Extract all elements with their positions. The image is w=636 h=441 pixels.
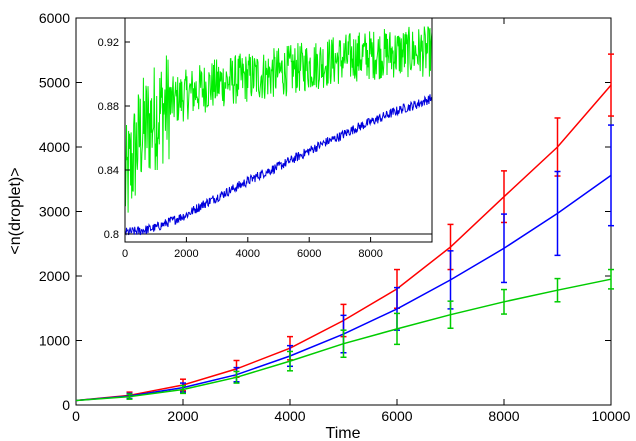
inset-x-tick-label: 0 [122,248,128,260]
inset-plot-frame [124,17,433,243]
y-tick-label: 1000 [39,333,70,349]
inset-y-tick-label: 0.88 [98,101,119,113]
y-tick-label: 6000 [39,10,70,26]
inset-x-tick-label: 8000 [358,248,382,260]
y-axis-label: <n(droplet)> [7,167,24,254]
x-axis-label: Time [326,425,361,441]
x-tick-label: 8000 [488,408,519,424]
y-tick-label: 0 [62,397,70,413]
inset-series-group [124,26,433,236]
inset-axis-ticks: 0 2000 4000 6000 8000 0.8 0.84 0.88 0.92 [98,37,383,260]
x-tick-label: 6000 [381,408,412,424]
inset-x-tick-label: 6000 [297,248,321,260]
inset-x-tick-label: 4000 [236,248,260,260]
inset-y-tick-label: 0.84 [98,165,119,177]
inset-series-line-1 [124,94,433,236]
inset-y-tick-label: 0.92 [98,37,119,49]
y-tick-label: 2000 [39,268,70,284]
inset-series-line-0 [124,26,433,213]
main-series-group [75,53,614,402]
y-tick-label: 4000 [39,139,70,155]
x-tick-label: 0 [72,408,80,424]
y-tick-label: 3000 [39,204,70,220]
x-tick-label: 10000 [592,408,631,424]
x-tick-label: 4000 [274,408,305,424]
inset-y-tick-label: 0.8 [104,229,119,241]
x-tick-label: 2000 [167,408,198,424]
inset-x-tick-label: 2000 [174,248,198,260]
y-tick-label: 5000 [39,75,70,91]
main-axis-ticks: 0 2000 4000 6000 8000 10000 0 1000 2000 3000 4000 5… [39,10,631,424]
